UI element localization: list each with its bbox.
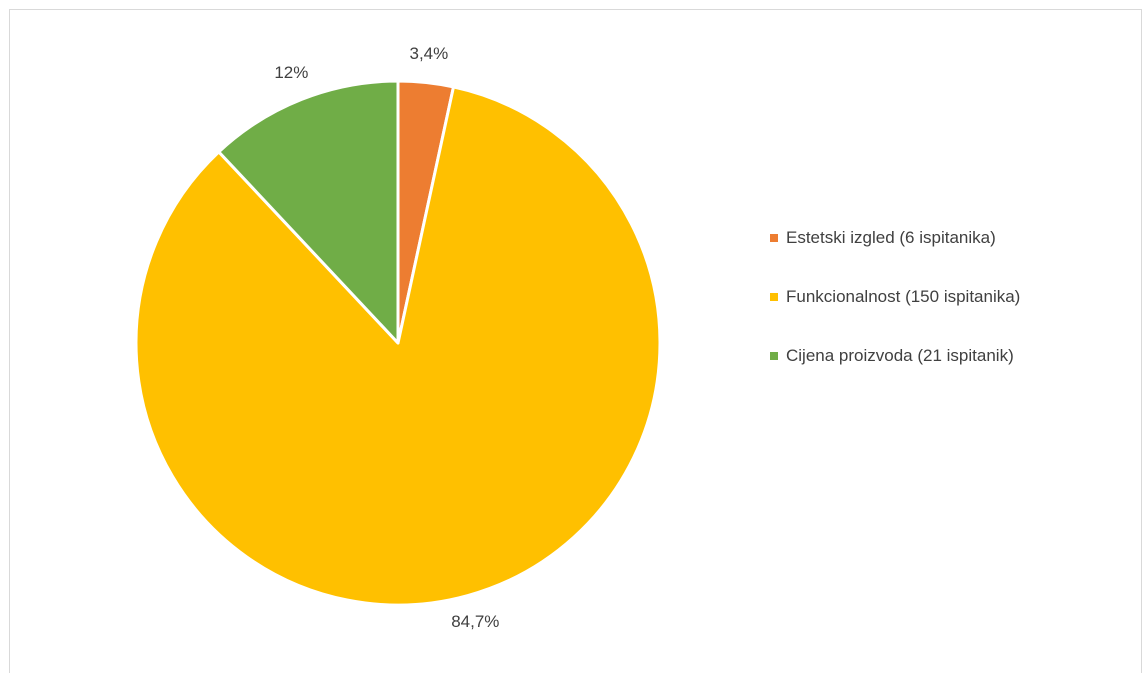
legend-swatch-funkcionalnost [770,292,778,301]
pie-slice-funkcionalnost [134,85,662,607]
legend: Estetski izgled (6 ispitanika) Funkciona… [770,223,1020,370]
data-label-cijena: 12% [274,63,308,82]
data-label-funkcionalnost: 84,7% [451,612,499,631]
legend-label-cijena: Cijena proizvoda (21 ispitanik) [786,345,1014,365]
legend-swatch-cijena [770,351,778,360]
chart-frame [9,9,1142,673]
legend-item-estetski: Estetski izgled (6 ispitanika) [770,223,1020,252]
legend-item-funkcionalnost: Funkcionalnost (150 ispitanika) [770,282,1020,311]
legend-item-cijena: Cijena proizvoda (21 ispitanik) [770,341,1020,370]
legend-label-estetski: Estetski izgled (6 ispitanika) [786,227,996,247]
legend-label-funkcionalnost: Funkcionalnost (150 ispitanika) [786,286,1021,306]
pie-slice-cijena [217,79,400,345]
data-label-estetski: 3,4% [410,44,449,63]
legend-swatch-estetski [770,233,778,242]
